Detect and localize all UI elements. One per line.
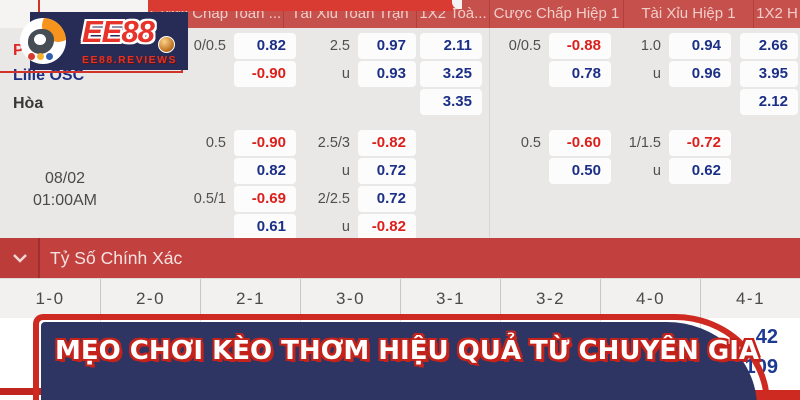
odds-line-label: 2.5/3 <box>317 135 350 151</box>
odds-line-label: 0/0.5 <box>508 38 541 54</box>
odds-table: Cược Chấp Toàn ... Tài Xỉu Toàn Trận 1X2 T… <box>0 0 800 240</box>
odds-line-label: 2.5 <box>329 38 350 54</box>
odds-value-cell[interactable]: 0.97 <box>358 33 416 59</box>
odds-line-label: u <box>652 163 661 179</box>
odds-value-cell[interactable]: 0.72 <box>358 186 416 212</box>
score-option[interactable]: 3-2 <box>500 279 600 319</box>
score-option[interactable]: 2-1 <box>200 279 300 319</box>
chevron-down-icon <box>13 254 27 263</box>
promo-banner-text[interactable]: MẸO CHƠI KÈO THƠM HIỆU QUẢ TỪ CHUYÊN GIA <box>55 336 760 366</box>
odds-line-label: 0.5 <box>205 135 226 151</box>
odds-line-label: u <box>341 219 350 235</box>
odds-column-header: Tài Xỉu Hiệp 1 <box>623 0 753 28</box>
odds-line-label: u <box>341 163 350 179</box>
odds-value-cell[interactable]: 0.78 <box>549 61 611 87</box>
brand-tagline: EE88.REVIEWS <box>82 54 178 66</box>
red-bar-fragment-left <box>0 388 45 395</box>
odds-value-cell[interactable]: -0.82 <box>358 214 416 240</box>
odds-value-cell[interactable]: 3.35 <box>420 89 482 115</box>
correct-score-section-header[interactable]: Tỷ Số Chính Xác <box>0 238 800 278</box>
red-frame-fragment-bottom <box>0 71 183 73</box>
odds-line-label: 1.0 <box>640 38 661 54</box>
match-date: 08/02 <box>44 170 86 187</box>
odds-value-cell[interactable]: 2.66 <box>740 33 798 59</box>
odds-value-cell[interactable]: -0.82 <box>358 130 416 156</box>
odds-value-cell[interactable]: 2.11 <box>420 33 482 59</box>
score-option[interactable]: 4-0 <box>600 279 700 319</box>
red-frame-fragment-left <box>38 0 40 14</box>
ee88-logo[interactable]: EE88 EE88.REVIEWS <box>20 12 188 70</box>
score-option[interactable]: 3-1 <box>400 279 500 319</box>
match-time: 01:00AM <box>32 192 98 209</box>
odds-value-cell[interactable]: -0.60 <box>549 130 611 156</box>
collapse-toggle[interactable] <box>0 238 40 278</box>
section-divider <box>489 28 490 238</box>
odds-value-cell[interactable]: -0.72 <box>669 130 731 156</box>
odds-value-cell[interactable]: 0.82 <box>234 33 296 59</box>
odds-line-label: 2/2.5 <box>317 191 350 207</box>
odds-value-cell[interactable]: -0.90 <box>234 130 296 156</box>
score-options-row: 1-0 2-0 2-1 3-0 3-1 3-2 4-0 4-1 <box>0 278 800 319</box>
odds-column-header: Cược Chấp Hiệp 1 <box>489 0 623 28</box>
odds-value-cell[interactable]: 0.61 <box>234 214 296 240</box>
banner-corner-notch <box>452 0 462 9</box>
score-option[interactable]: 1-0 <box>35 289 65 308</box>
score-option[interactable]: 3-0 <box>300 279 400 319</box>
draw-label: Hòa <box>13 95 44 112</box>
odds-value-cell[interactable]: 2.12 <box>740 89 798 115</box>
pool-ball-icon <box>158 36 175 53</box>
promo-banner[interactable] <box>41 322 757 400</box>
odds-line-label: 0.5/1 <box>193 191 226 207</box>
correct-score-title: Tỷ Số Chính Xác <box>50 248 183 268</box>
odds-value-cell[interactable]: 0.94 <box>669 33 731 59</box>
odds-value-cell[interactable]: -0.69 <box>234 186 296 212</box>
odds-value-cell[interactable]: 0.62 <box>669 158 731 184</box>
odds-value-cell[interactable]: 3.95 <box>740 61 798 87</box>
score-odds-value[interactable]: 42 <box>755 326 778 348</box>
odds-line-label: 0.5 <box>520 135 541 151</box>
odds-line-label: u <box>652 66 661 82</box>
odds-value-cell[interactable]: 0.93 <box>358 61 416 87</box>
top-red-banner-fragment <box>148 0 453 11</box>
odds-value-cell[interactable]: 3.25 <box>420 61 482 87</box>
odds-value-cell[interactable]: 0.72 <box>358 158 416 184</box>
odds-value-cell[interactable]: -0.90 <box>234 61 296 87</box>
ee88-mascot-icon <box>20 18 66 64</box>
odds-value-cell[interactable]: 0.96 <box>669 61 731 87</box>
score-option[interactable]: 4-1 <box>700 279 800 319</box>
odds-column-header: 1X2 H <box>753 0 800 28</box>
score-option[interactable]: 2-0 <box>100 279 200 319</box>
red-bar-fragment-right <box>744 390 800 400</box>
odds-value-cell[interactable]: -0.88 <box>549 33 611 59</box>
odds-line-label: u <box>341 66 350 82</box>
odds-line-label: 1/1.5 <box>628 135 661 151</box>
odds-line-label: 0/0.5 <box>193 38 226 54</box>
odds-value-cell[interactable]: 0.82 <box>234 158 296 184</box>
brand-name: EE88 <box>82 14 155 49</box>
odds-value-cell[interactable]: 0.50 <box>549 158 611 184</box>
